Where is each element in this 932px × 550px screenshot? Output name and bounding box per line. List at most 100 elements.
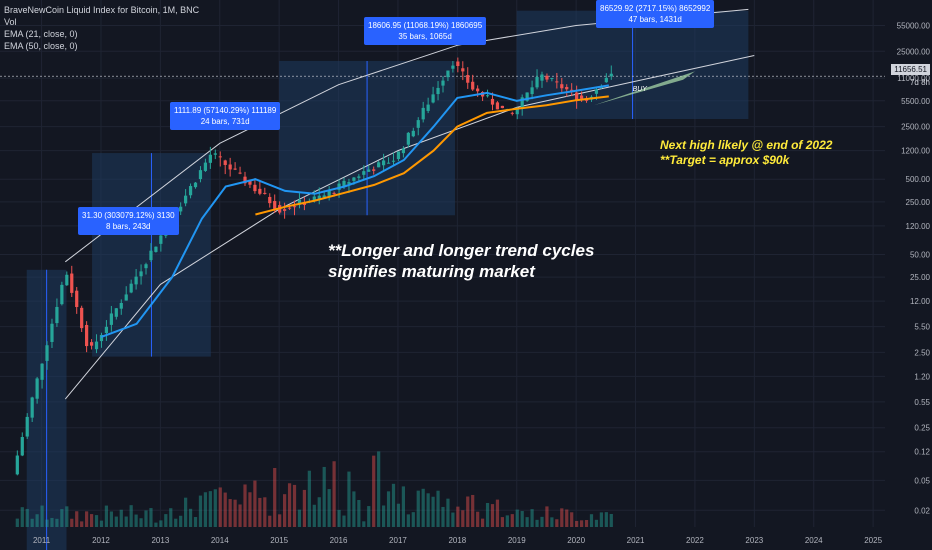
candle-body[interactable] (327, 190, 331, 196)
candle-body[interactable] (406, 132, 410, 145)
candle-body[interactable] (292, 206, 297, 208)
candle-body[interactable] (401, 148, 406, 154)
candle-body[interactable] (456, 61, 460, 66)
candle-body[interactable] (411, 130, 415, 137)
candle-body[interactable] (40, 363, 44, 380)
candle-body[interactable] (471, 81, 475, 90)
candle-body[interactable] (114, 308, 118, 317)
candle-body[interactable] (342, 180, 346, 187)
candle-body[interactable] (124, 294, 128, 301)
candle-body[interactable] (555, 81, 559, 83)
candle-body[interactable] (149, 250, 153, 261)
candle-body[interactable] (540, 74, 544, 81)
candle-body[interactable] (70, 273, 74, 293)
lower-trend-line[interactable] (64, 55, 755, 400)
candle-body[interactable] (431, 94, 435, 103)
candle-body[interactable] (134, 276, 138, 285)
candle-body[interactable] (436, 87, 440, 95)
candle-body[interactable] (451, 65, 455, 69)
candle-body[interactable] (109, 313, 113, 325)
candle-body[interactable] (461, 68, 465, 72)
candle-body[interactable] (485, 95, 490, 97)
candle-body[interactable] (198, 170, 203, 180)
candle-body[interactable] (367, 169, 371, 172)
candle-body[interactable] (476, 88, 480, 92)
candle-body[interactable] (372, 169, 376, 171)
candle-body[interactable] (604, 77, 608, 83)
symbol-title[interactable]: BraveNewCoin Liquid Index for Bitcoin, 1… (4, 5, 200, 15)
range-label-4[interactable]: 86529.92 (2717.15%) 8652992 47 bars, 143… (596, 0, 715, 28)
ema50-indicator-label[interactable]: EMA (50, close, 0) (4, 41, 78, 51)
candle-body[interactable] (30, 397, 34, 418)
candle-body[interactable] (609, 73, 613, 77)
candle-body[interactable] (550, 77, 554, 79)
candle-body[interactable] (238, 172, 242, 174)
candle-body[interactable] (60, 284, 64, 305)
candle-body[interactable] (426, 104, 430, 111)
candle-body[interactable] (268, 196, 272, 204)
candle-body[interactable] (560, 84, 564, 89)
candle-body[interactable] (233, 168, 237, 170)
candle-body[interactable] (515, 107, 519, 115)
candle-body[interactable] (208, 154, 212, 163)
candle-body[interactable] (89, 342, 94, 346)
candle-body[interactable] (188, 186, 193, 196)
candle-body[interactable] (594, 89, 599, 94)
candle-body[interactable] (119, 302, 123, 309)
candle-body[interactable] (85, 324, 89, 347)
candle-body[interactable] (25, 416, 29, 437)
candle-body[interactable] (579, 95, 584, 99)
candle-body[interactable] (248, 180, 252, 185)
candle-body[interactable] (50, 323, 54, 342)
candle-body[interactable] (302, 203, 307, 205)
candle-body[interactable] (377, 162, 381, 168)
candle-body[interactable] (282, 209, 287, 211)
candle-body[interactable] (545, 75, 549, 80)
candle-body[interactable] (273, 201, 277, 209)
candle-body[interactable] (352, 177, 356, 181)
candle-body[interactable] (184, 195, 188, 204)
candle-body[interactable] (421, 107, 425, 120)
candle-body[interactable] (570, 89, 574, 91)
candle-body[interactable] (565, 86, 569, 90)
candle-body[interactable] (45, 345, 49, 361)
candle-body[interactable] (193, 182, 198, 188)
candle-body[interactable] (35, 378, 39, 399)
candle-body[interactable] (243, 176, 247, 184)
candle-body[interactable] (139, 271, 143, 277)
candle-body[interactable] (332, 192, 336, 194)
candle-body[interactable] (228, 164, 232, 170)
candle-body[interactable] (213, 153, 217, 155)
candle-body[interactable] (441, 80, 445, 86)
candle-body[interactable] (65, 274, 69, 286)
candle-body[interactable] (575, 92, 579, 100)
candle-body[interactable] (258, 188, 262, 194)
candle-body[interactable] (15, 455, 19, 475)
candle-body[interactable] (381, 160, 386, 166)
candle-body[interactable] (322, 195, 326, 198)
candle-body[interactable] (159, 235, 163, 244)
candle-body[interactable] (520, 97, 524, 108)
candle-body[interactable] (500, 105, 504, 109)
candle-body[interactable] (287, 207, 292, 209)
candle-body[interactable] (530, 87, 534, 95)
candle-body[interactable] (357, 176, 361, 178)
candle-body[interactable] (94, 341, 99, 350)
volume-indicator-label[interactable]: Vol (4, 17, 17, 27)
candle-body[interactable] (466, 75, 470, 83)
candle-body[interactable] (55, 306, 59, 324)
candle-body[interactable] (446, 70, 450, 78)
candle-body[interactable] (203, 162, 208, 171)
candle-body[interactable] (263, 192, 267, 194)
candle-body[interactable] (20, 437, 24, 456)
candle-body[interactable] (337, 183, 341, 190)
buy-zone[interactable] (594, 71, 695, 106)
candle-body[interactable] (510, 112, 514, 114)
candle-body[interactable] (218, 156, 222, 158)
candle-body[interactable] (347, 182, 351, 184)
candle-body[interactable] (386, 162, 391, 164)
candle-body[interactable] (490, 98, 495, 105)
ema21-indicator-label[interactable]: EMA (21, close, 0) (4, 29, 78, 39)
range-label-2[interactable]: 1111.89 (57140.29%) 111189 24 bars, 731d (170, 102, 281, 130)
